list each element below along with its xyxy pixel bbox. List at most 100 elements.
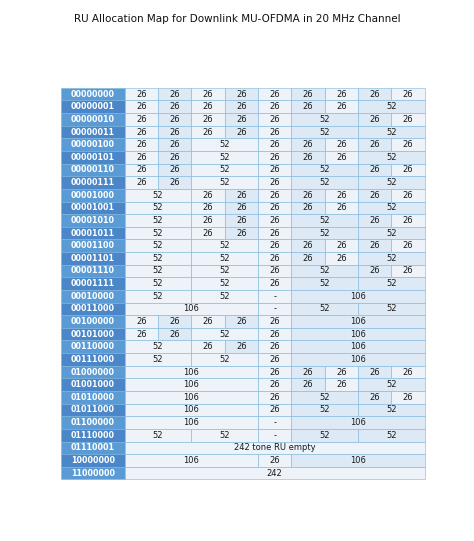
Bar [61,240,125,252]
Text: 106: 106 [183,405,200,414]
Bar [358,227,425,240]
Text: 26: 26 [136,128,147,136]
Text: 52: 52 [386,279,397,288]
Bar [292,214,358,227]
Text: 26: 26 [269,380,280,389]
Bar [258,201,292,214]
Text: 26: 26 [269,178,280,187]
Text: 26: 26 [136,178,147,187]
Bar [258,429,292,441]
Text: 00001011: 00001011 [71,229,115,237]
Bar [61,163,125,176]
Bar [258,113,292,126]
Bar [292,163,358,176]
Text: 26: 26 [403,90,413,98]
Bar [392,240,425,252]
Text: 106: 106 [350,329,366,339]
Text: 26: 26 [269,216,280,225]
Bar [392,391,425,404]
Text: 00011000: 00011000 [71,305,115,313]
Bar [61,404,125,416]
Bar [358,302,425,315]
Bar [191,340,225,353]
Text: 00110000: 00110000 [71,342,115,351]
Text: 00000000: 00000000 [71,90,115,98]
Text: 52: 52 [219,140,230,149]
Bar [258,290,292,302]
Text: 26: 26 [203,190,213,200]
Bar [61,366,125,378]
Text: 52: 52 [153,355,164,364]
Bar [292,151,325,163]
Text: 00000001: 00000001 [71,102,115,111]
Text: 52: 52 [153,279,164,288]
Bar [292,366,325,378]
Text: 00000100: 00000100 [71,140,115,149]
Bar [358,429,425,441]
Text: 26: 26 [136,166,147,174]
Text: 26: 26 [336,90,347,98]
Text: 26: 26 [269,190,280,200]
Bar [358,366,392,378]
Text: 00000010: 00000010 [71,115,115,124]
Text: 26: 26 [369,166,380,174]
Text: 26: 26 [269,405,280,414]
Text: 52: 52 [386,203,397,212]
Bar [191,265,258,278]
Text: 26: 26 [403,393,413,402]
Text: 26: 26 [169,166,180,174]
Text: 00101000: 00101000 [71,329,115,339]
Bar [158,126,191,138]
Text: 26: 26 [369,140,380,149]
Text: 26: 26 [369,115,380,124]
Bar [258,328,292,340]
Text: 26: 26 [136,102,147,111]
Bar [292,138,325,151]
Bar [158,88,191,101]
Bar [258,214,292,227]
Bar [292,391,358,404]
Text: 52: 52 [153,292,164,301]
Bar [125,302,258,315]
Bar [191,176,258,189]
Text: 52: 52 [153,203,164,212]
Text: 26: 26 [236,190,247,200]
Bar [358,126,425,138]
Bar [61,227,125,240]
Text: 52: 52 [319,166,330,174]
Bar [158,151,191,163]
Text: 52: 52 [386,254,397,263]
Text: 26: 26 [269,102,280,111]
Bar [125,404,258,416]
Bar [61,391,125,404]
Bar [292,416,425,429]
Text: 26: 26 [403,115,413,124]
Bar [125,240,191,252]
Text: 52: 52 [153,190,164,200]
Text: 26: 26 [203,216,213,225]
Text: 00100000: 00100000 [71,317,115,326]
Text: 106: 106 [183,380,200,389]
Bar [125,101,158,113]
Text: 26: 26 [336,380,347,389]
Bar [61,429,125,441]
Bar [325,378,358,391]
Bar [258,151,292,163]
Text: 26: 26 [403,367,413,377]
Text: 26: 26 [403,216,413,225]
Text: 106: 106 [183,456,200,465]
Bar [325,101,358,113]
Bar [125,353,191,366]
Text: 26: 26 [236,115,247,124]
Text: 00001001: 00001001 [71,203,115,212]
Bar [61,340,125,353]
Text: 26: 26 [336,140,347,149]
Bar [61,214,125,227]
Text: 52: 52 [153,216,164,225]
Bar [61,378,125,391]
Bar [125,290,191,302]
Bar [125,366,258,378]
Text: 26: 26 [236,229,247,237]
Bar [61,290,125,302]
Text: 01010000: 01010000 [71,393,115,402]
